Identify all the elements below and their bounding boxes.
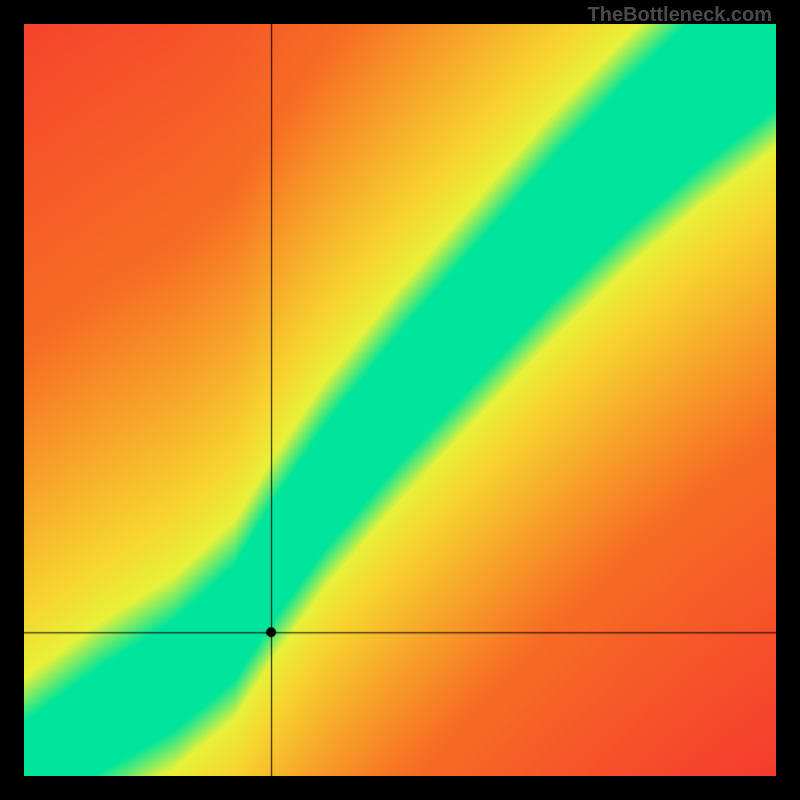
bottleneck-heatmap	[24, 24, 776, 776]
watermark-text: TheBottleneck.com	[588, 4, 772, 27]
